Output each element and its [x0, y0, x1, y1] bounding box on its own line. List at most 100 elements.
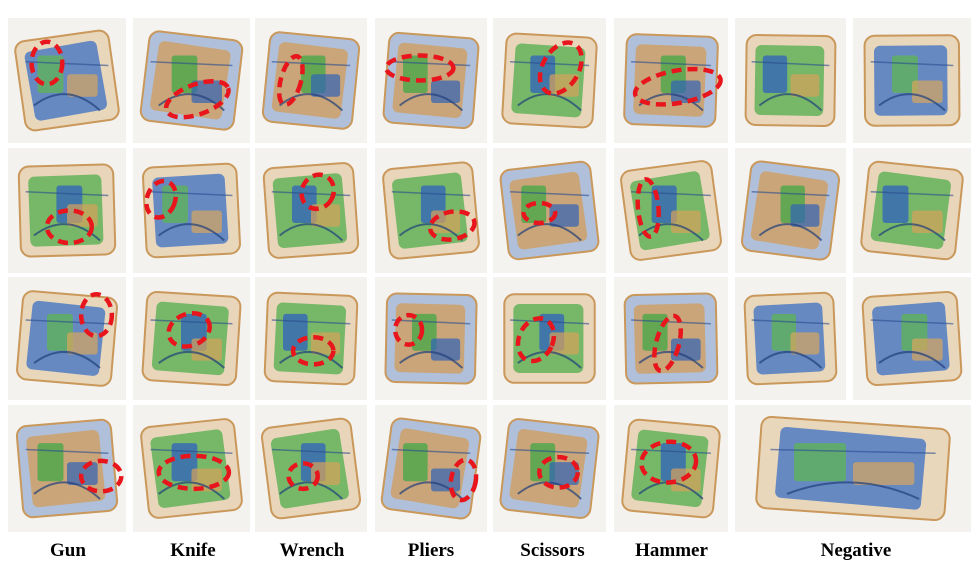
- cable-wire: [399, 223, 464, 242]
- cable-wire: [33, 223, 101, 242]
- frame-rail: [391, 448, 471, 455]
- frame-rail: [509, 191, 590, 197]
- xray-tile-hammer: [614, 405, 728, 532]
- frame-rail: [25, 448, 109, 455]
- xray-tile-negative: [735, 405, 971, 532]
- xray-tile-hammer: [614, 148, 728, 273]
- xray-tile-knife: [133, 277, 250, 400]
- frame-rail: [391, 319, 471, 325]
- threat-annotation-ellipse: [286, 461, 320, 492]
- cable-wire: [878, 223, 946, 242]
- frame-rail: [391, 191, 471, 197]
- xray-scan-image: [375, 405, 487, 532]
- packed-item: [291, 185, 317, 223]
- xray-scan-image: [493, 277, 606, 400]
- xray-tile-scissors: [493, 277, 606, 400]
- packed-item: [403, 55, 428, 93]
- column-label-hammer: Hammer: [635, 540, 708, 561]
- cable-wire: [878, 350, 946, 369]
- packed-item: [912, 80, 943, 103]
- packed-item: [431, 468, 461, 492]
- xray-tile-negative: [853, 18, 971, 143]
- cable-wire: [638, 350, 704, 369]
- xray-tile-knife: [133, 148, 250, 273]
- column-label-pliers: Pliers: [407, 540, 455, 561]
- frame-rail: [391, 61, 471, 67]
- frame-rail: [509, 61, 590, 67]
- cable-wire: [517, 481, 582, 500]
- xray-scan-image: [614, 405, 728, 532]
- frame-rail: [870, 191, 954, 197]
- packed-item: [549, 204, 579, 227]
- xray-scan-image: [255, 148, 367, 273]
- cable-wire: [399, 350, 464, 369]
- frame-rail: [271, 191, 351, 197]
- xray-scan-image: [493, 405, 606, 532]
- cable-wire: [279, 481, 344, 500]
- cable-wire: [33, 93, 101, 112]
- packed-item: [882, 185, 909, 223]
- frame-rail: [271, 448, 351, 455]
- cable-wire: [758, 93, 823, 112]
- frame-rail: [631, 191, 711, 197]
- packed-item: [191, 80, 222, 103]
- xray-scan-image: [133, 18, 250, 143]
- xray-scan-image: [255, 405, 367, 532]
- xray-tile-knife: [133, 18, 250, 143]
- cable-wire: [878, 93, 946, 112]
- cable-wire: [786, 481, 920, 500]
- xray-tile-wrench: [255, 18, 367, 143]
- threat-annotation-ellipse: [276, 53, 305, 108]
- packed-item: [671, 338, 701, 361]
- xray-tile-scissors: [493, 18, 606, 143]
- column-label-knife: Knife: [170, 540, 216, 561]
- xray-scan-image: [8, 18, 126, 143]
- packed-item: [771, 313, 797, 351]
- threat-annotation-ellipse: [427, 209, 477, 242]
- frame-rail: [25, 191, 109, 197]
- frame-rail: [751, 191, 830, 197]
- xray-tile-gun: [8, 148, 126, 273]
- packed-item: [790, 332, 820, 355]
- frame-rail: [770, 448, 936, 455]
- packed-item: [311, 74, 341, 97]
- column-label-gun: Gun: [50, 540, 86, 561]
- packed-item: [790, 74, 820, 97]
- column-label-wrench: Wrench: [279, 540, 345, 561]
- cable-wire: [33, 350, 101, 369]
- xray-scan-image: [375, 148, 487, 273]
- xray-scan-image: [735, 148, 846, 273]
- threat-annotation-ellipse: [383, 53, 456, 83]
- packed-item: [912, 338, 943, 361]
- cable-wire: [758, 223, 823, 242]
- packed-item: [671, 80, 701, 103]
- packed-item: [431, 338, 461, 361]
- packed-item: [171, 443, 198, 482]
- packed-item: [403, 443, 428, 482]
- column-label-negative: Negative: [820, 540, 892, 561]
- packed-item: [191, 338, 222, 361]
- xray-tile-hammer: [614, 277, 728, 400]
- threat-annotation-ellipse: [166, 310, 212, 349]
- frame-rail: [870, 319, 954, 325]
- frame-rail: [751, 61, 830, 67]
- xray-scan-image: [8, 277, 126, 400]
- packed-item: [891, 55, 918, 93]
- xray-tile-pliers: [375, 148, 487, 273]
- threat-annotation-ellipse: [635, 177, 661, 239]
- threat-annotation-ellipse: [537, 454, 580, 490]
- threat-annotation-ellipse: [537, 40, 584, 96]
- xray-tile-scissors: [493, 148, 606, 273]
- packed-item: [37, 55, 64, 93]
- threat-annotation-ellipse: [521, 200, 558, 226]
- cable-wire: [399, 481, 464, 500]
- packed-item: [46, 313, 73, 351]
- threat-annotation-ellipse: [44, 208, 95, 246]
- threat-annotation-ellipse: [144, 178, 178, 220]
- frame-rail: [25, 61, 109, 67]
- cable-wire: [158, 350, 225, 369]
- frame-rail: [271, 61, 351, 67]
- packed-item: [642, 313, 668, 351]
- xray-scan-image: [735, 18, 846, 143]
